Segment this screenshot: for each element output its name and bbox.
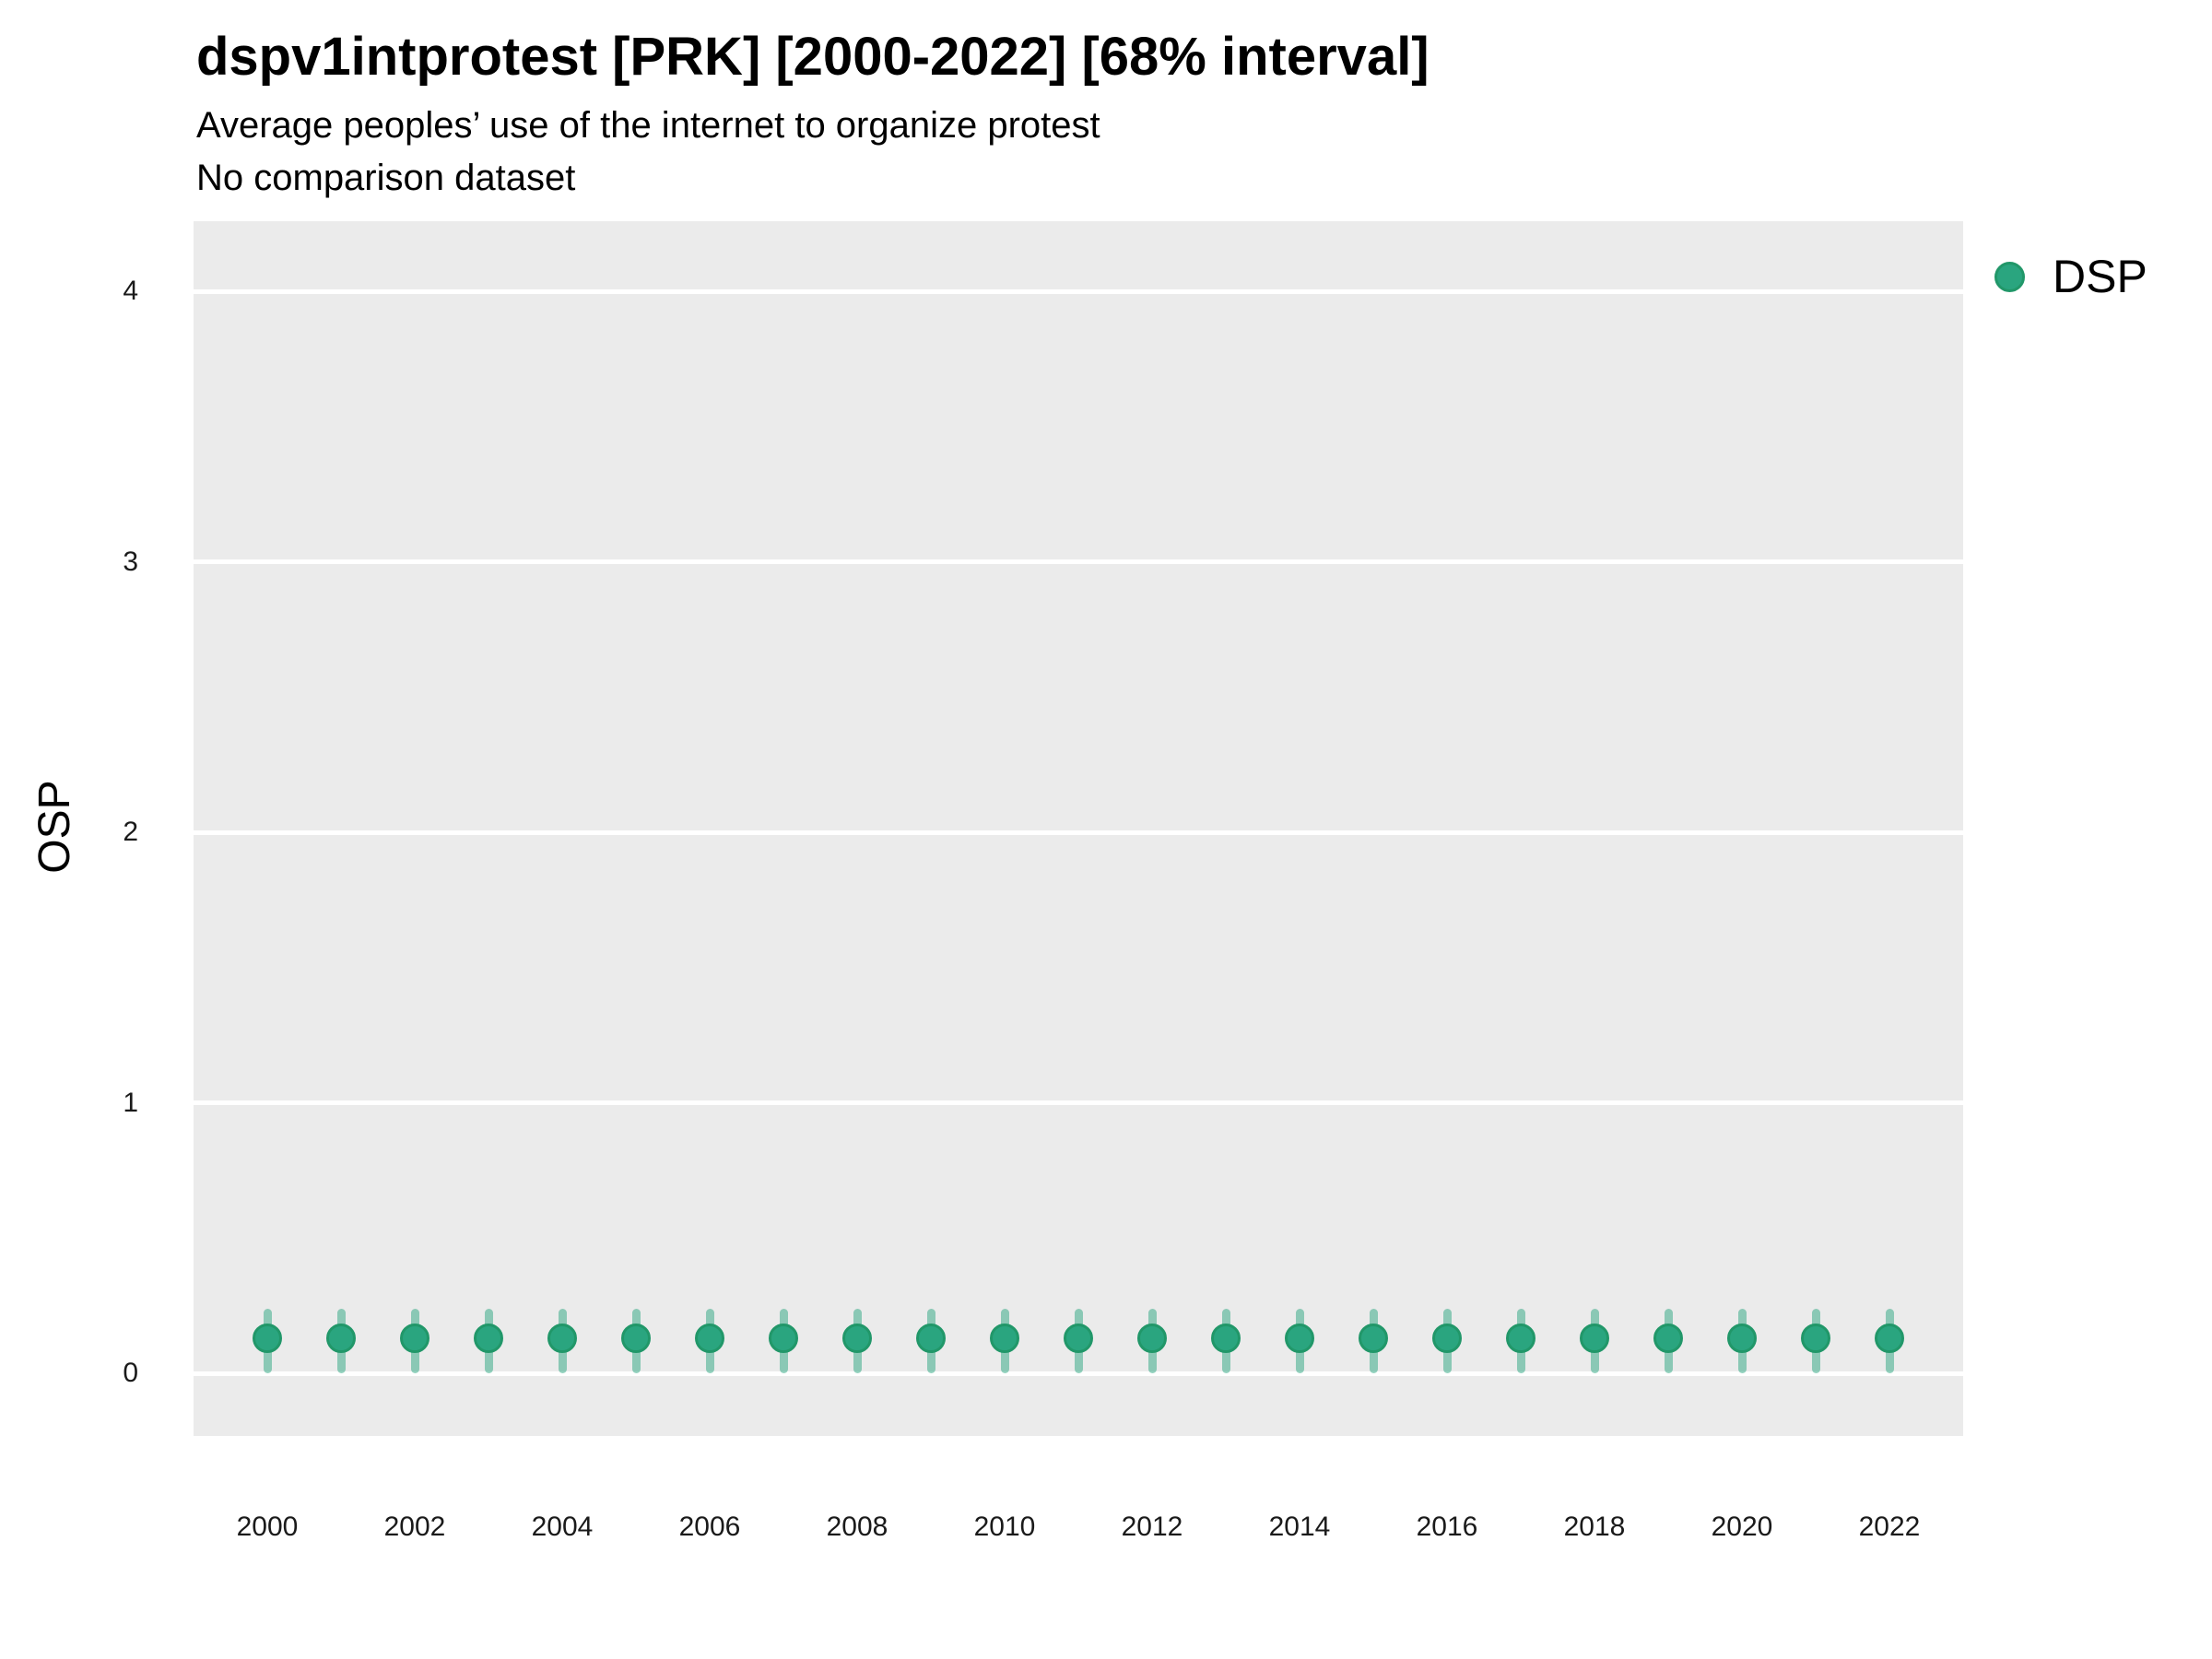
data-point-2011	[1064, 1324, 1093, 1354]
data-point-2006	[695, 1324, 724, 1354]
data-point-2005	[621, 1324, 651, 1354]
x-tick-label-2018: 2018	[1563, 1512, 1626, 1542]
data-point-2016	[1432, 1324, 1462, 1354]
data-point-2013	[1211, 1324, 1241, 1354]
data-point-2019	[1653, 1324, 1683, 1354]
data-point-2021	[1801, 1324, 1830, 1354]
data-point-2014	[1285, 1324, 1314, 1354]
gridline-y-4	[194, 288, 1963, 294]
data-point-2020	[1727, 1324, 1757, 1354]
data-point-2012	[1137, 1324, 1167, 1354]
gridline-y-3	[194, 559, 1963, 565]
x-tick-label-2006: 2006	[678, 1512, 741, 1542]
data-point-2022	[1875, 1324, 1904, 1354]
x-tick-label-2016: 2016	[1416, 1512, 1478, 1542]
y-tick-label-4: 4	[123, 276, 138, 307]
y-tick-label-0: 0	[123, 1358, 138, 1389]
data-point-2000	[253, 1324, 282, 1354]
x-tick-label-2020: 2020	[1711, 1512, 1773, 1542]
legend-label: DSP	[2053, 251, 2147, 302]
legend-dot-icon	[1994, 261, 2025, 292]
plot-panel	[194, 221, 1963, 1436]
data-point-2001	[326, 1324, 356, 1354]
gridline-y-1	[194, 1100, 1963, 1106]
data-point-2017	[1506, 1324, 1535, 1354]
y-tick-label-3: 3	[123, 546, 138, 577]
chart-subtitle: Average peoples’ use of the internet to …	[196, 100, 1100, 205]
y-tick-label-2: 2	[123, 817, 138, 848]
data-point-2018	[1580, 1324, 1609, 1354]
data-point-2008	[842, 1324, 872, 1354]
x-tick-label-2004: 2004	[531, 1512, 594, 1542]
chart-subtitle-line-1: Average peoples’ use of the internet to …	[196, 105, 1100, 146]
data-point-2009	[916, 1324, 946, 1354]
data-point-2004	[547, 1324, 577, 1354]
x-tick-label-2014: 2014	[1268, 1512, 1331, 1542]
gridline-y-2	[194, 830, 1963, 835]
x-tick-label-2002: 2002	[383, 1512, 446, 1542]
x-tick-label-2008: 2008	[826, 1512, 888, 1542]
data-point-2007	[769, 1324, 798, 1354]
data-point-2002	[400, 1324, 429, 1354]
x-tick-label-2010: 2010	[973, 1512, 1036, 1542]
gridline-y-0	[194, 1371, 1963, 1376]
data-point-2010	[990, 1324, 1019, 1354]
x-tick-label-2012: 2012	[1121, 1512, 1183, 1542]
chart-title: dspv1intprotest [PRK] [2000-2022] [68% i…	[196, 27, 1430, 87]
legend: DSP	[1994, 249, 2147, 304]
data-point-2003	[474, 1324, 503, 1354]
chart-subtitle-line-2: No comparison dataset	[196, 158, 576, 198]
x-tick-label-2022: 2022	[1858, 1512, 1921, 1542]
x-tick-label-2000: 2000	[236, 1512, 299, 1542]
data-point-2015	[1359, 1324, 1388, 1354]
y-tick-label-1: 1	[123, 1087, 138, 1118]
